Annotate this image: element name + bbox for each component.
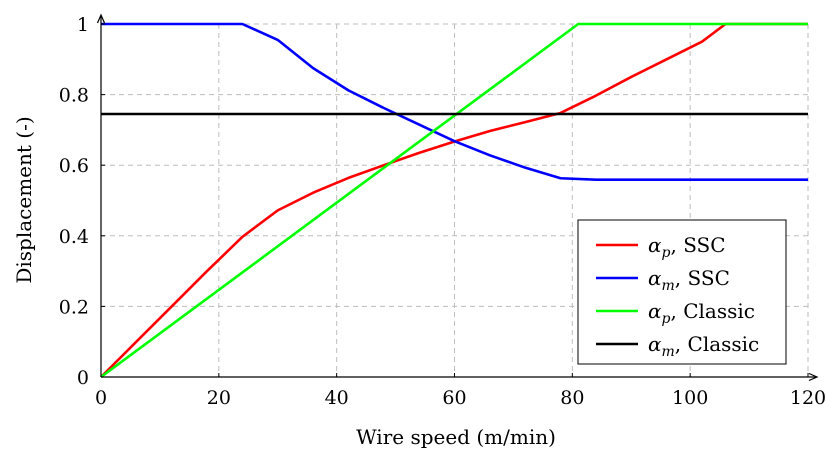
x-tick-label: 80: [560, 387, 584, 409]
y-axis-label: Displacement (-): [12, 116, 36, 283]
legend-label-0: αp, SSC: [648, 233, 726, 261]
x-tick-label: 60: [442, 387, 466, 409]
tick-labels: 0 20 40 60 80 100 120 0 0.2 0.4 0.6 0.8 1: [59, 14, 826, 409]
x-tick-label: 0: [95, 387, 107, 409]
legend-label-2: αp, Classic: [648, 299, 755, 327]
x-axis-label: Wire speed (m/min): [356, 425, 556, 449]
legend-label-1: αm, SSC: [648, 266, 730, 294]
y-tick-label: 0.8: [59, 85, 89, 107]
legend-label-3: αm, Classic: [648, 332, 759, 360]
x-tick-label: 120: [790, 387, 826, 409]
series-line-0: [100, 22, 808, 378]
x-tick-label: 40: [325, 387, 349, 409]
x-axis-arrow-icon: [808, 372, 819, 382]
y-tick-label: 0.2: [59, 296, 89, 318]
legend: αp, SSC αm, SSC αp, Classic αm, Classic: [577, 219, 787, 365]
series-line-1: [101, 22, 808, 181]
x-tick-label: 100: [672, 387, 708, 409]
y-axis-arrow-icon: [96, 13, 106, 24]
series-lines: [100, 22, 808, 379]
y-tick-label: 0.6: [59, 155, 89, 177]
y-tick-label: 0.4: [59, 226, 89, 248]
x-tick-label: 20: [207, 387, 231, 409]
series-line-2: [100, 22, 808, 379]
axes: [96, 13, 819, 382]
y-tick-label: 0: [77, 367, 89, 389]
y-tick-label: 1: [77, 14, 89, 36]
